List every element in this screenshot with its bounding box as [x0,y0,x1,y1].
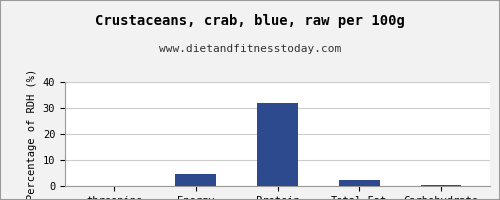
Text: www.dietandfitnesstoday.com: www.dietandfitnesstoday.com [159,44,341,54]
Bar [339,180,380,186]
Text: Crustaceans, crab, blue, raw per 100g: Crustaceans, crab, blue, raw per 100g [95,14,405,28]
Bar [420,185,462,186]
Y-axis label: Percentage of RDH (%): Percentage of RDH (%) [27,68,37,200]
Bar [257,103,298,186]
Bar [176,174,216,186]
